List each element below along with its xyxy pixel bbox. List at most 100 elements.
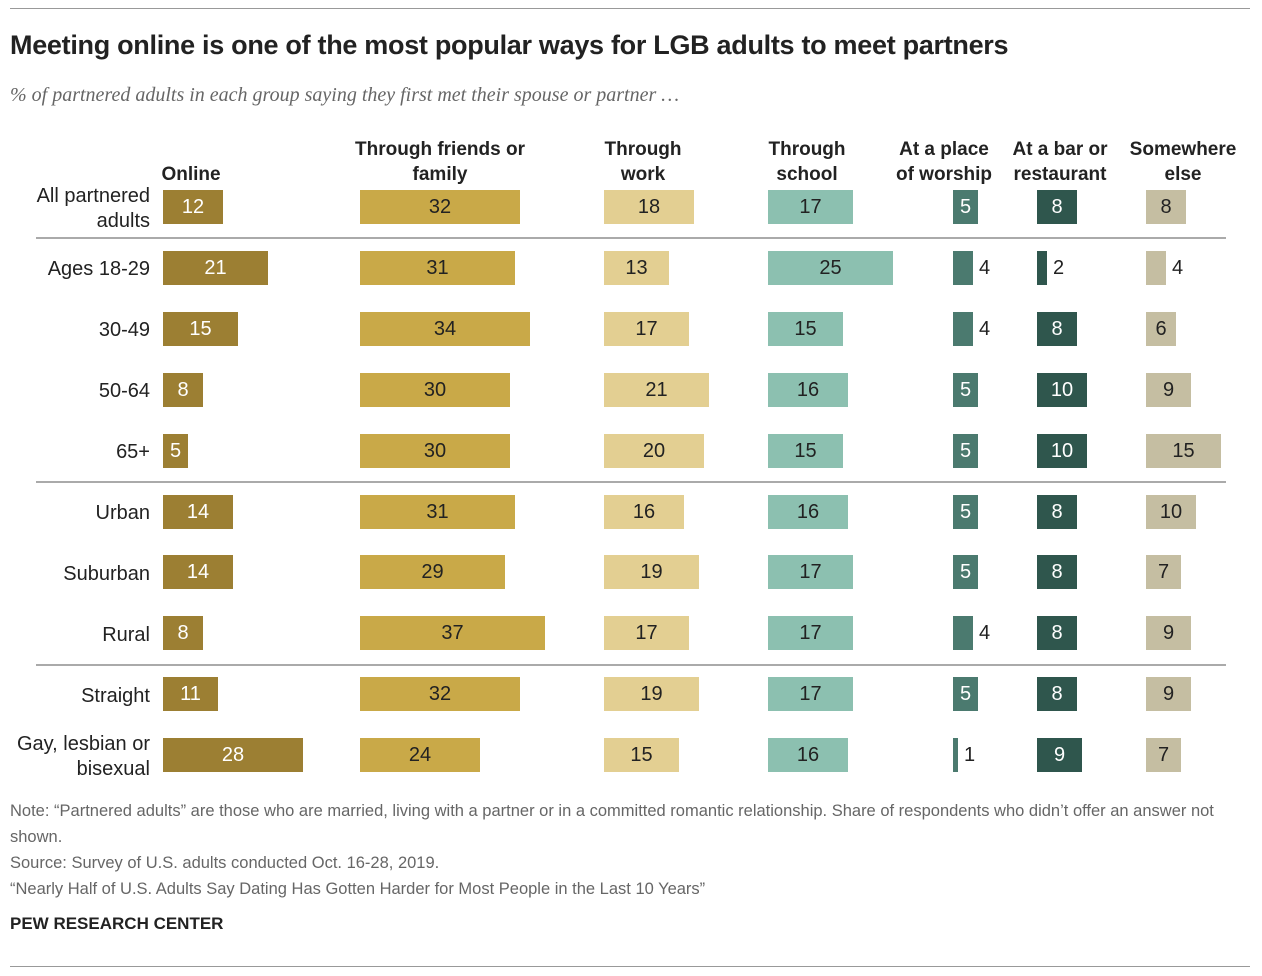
row-label: Ages 18-29 (47, 258, 150, 281)
value-label: 17 (799, 622, 822, 645)
group-separator (36, 663, 1226, 666)
bottom-rule (10, 966, 1250, 967)
bar (768, 677, 853, 712)
value-label: 10 (1050, 378, 1074, 401)
value-label: 28 (221, 744, 245, 767)
value-label: 5 (959, 500, 972, 523)
value-label: 5 (959, 683, 972, 706)
chart-subtitle: % of partnered adults in each group sayi… (10, 84, 680, 106)
bar (604, 433, 704, 468)
value-label: 4 (979, 256, 991, 279)
bar (163, 555, 233, 590)
report-title: “Nearly Half of U.S. Adults Say Dating H… (10, 880, 706, 898)
value-label: 9 (1162, 622, 1175, 645)
bar (953, 190, 978, 224)
column-header: At a place of worship (895, 139, 993, 185)
value-label: 5 (959, 561, 972, 584)
value-label: 10 (1159, 500, 1183, 523)
value-label: 32 (428, 196, 452, 218)
row-label: Straight (81, 684, 150, 707)
value-label: 6 (1155, 317, 1167, 340)
row-label: 65+ (116, 441, 150, 464)
bar (768, 250, 893, 285)
value-label: 7 (1157, 561, 1170, 584)
bar (360, 311, 530, 346)
bar (604, 311, 689, 346)
source: Source: Survey of U.S. adults conducted … (10, 854, 440, 872)
bar (768, 190, 853, 224)
row-label: 50-64 (98, 380, 150, 403)
value-label: 32 (428, 683, 452, 706)
bar (953, 372, 978, 407)
bar (163, 372, 203, 407)
value-label: 19 (640, 683, 663, 706)
bar (1037, 738, 1082, 773)
bar (604, 250, 669, 285)
bar (360, 372, 510, 407)
value-label: 30 (423, 378, 447, 401)
group-separator (36, 237, 1226, 240)
bar (604, 494, 684, 529)
bar (768, 433, 843, 468)
bar (1146, 555, 1181, 590)
bar (953, 555, 978, 590)
bar (604, 677, 699, 712)
bar (768, 616, 853, 651)
column-header: Somewhere else (1129, 139, 1237, 185)
row-label: Rural (102, 623, 150, 646)
bar (1037, 372, 1087, 407)
value-label: 8 (1160, 196, 1172, 218)
value-label: 15 (630, 744, 653, 767)
bar (1146, 738, 1181, 773)
value-label: 5 (959, 378, 972, 401)
value-label: 16 (796, 378, 820, 401)
bar (1037, 250, 1047, 285)
value-label: 9 (1053, 744, 1066, 767)
bar (1146, 433, 1221, 468)
value-label: 8 (1051, 196, 1063, 218)
column-header: Through school (768, 139, 846, 185)
bar (360, 250, 515, 285)
value-label: 25 (819, 256, 842, 279)
column-header: Through friends or family (355, 139, 525, 185)
value-label: 14 (186, 561, 210, 584)
bar (953, 433, 978, 468)
value-label: 8 (177, 378, 189, 401)
value-label: 4 (1172, 256, 1184, 279)
value-label: 9 (1162, 378, 1175, 401)
bar (953, 311, 973, 346)
value-label: 15 (794, 439, 817, 462)
value-label: 11 (180, 683, 201, 706)
value-label: 37 (441, 622, 464, 645)
bar (360, 494, 515, 529)
bar (360, 555, 505, 590)
top-rule (10, 8, 1250, 9)
value-label: 16 (632, 500, 656, 523)
value-label: 17 (799, 683, 822, 706)
bar (1146, 677, 1191, 712)
row-label: All partnered adults (36, 185, 150, 232)
bar (163, 677, 218, 712)
value-label: 12 (181, 196, 205, 218)
bar (953, 616, 973, 651)
value-label: 21 (645, 378, 668, 401)
value-label: 15 (1172, 439, 1195, 462)
bar (1146, 311, 1176, 346)
value-label: 17 (799, 561, 822, 584)
value-label: 31 (426, 256, 449, 279)
bar (1037, 433, 1087, 468)
chart-title: Meeting online is one of the most popula… (10, 30, 1009, 60)
value-label: 17 (799, 196, 822, 218)
value-label: 8 (1051, 622, 1063, 645)
footer: PEW RESEARCH CENTER (10, 914, 224, 933)
value-label: 2 (1053, 256, 1065, 279)
value-label: 16 (796, 500, 820, 523)
value-label: 4 (979, 317, 991, 340)
bar (1037, 494, 1077, 529)
bar (360, 616, 545, 651)
value-label: 15 (794, 317, 817, 340)
value-label: 8 (177, 622, 189, 645)
bar (163, 738, 303, 773)
value-label: 9 (1162, 683, 1175, 706)
